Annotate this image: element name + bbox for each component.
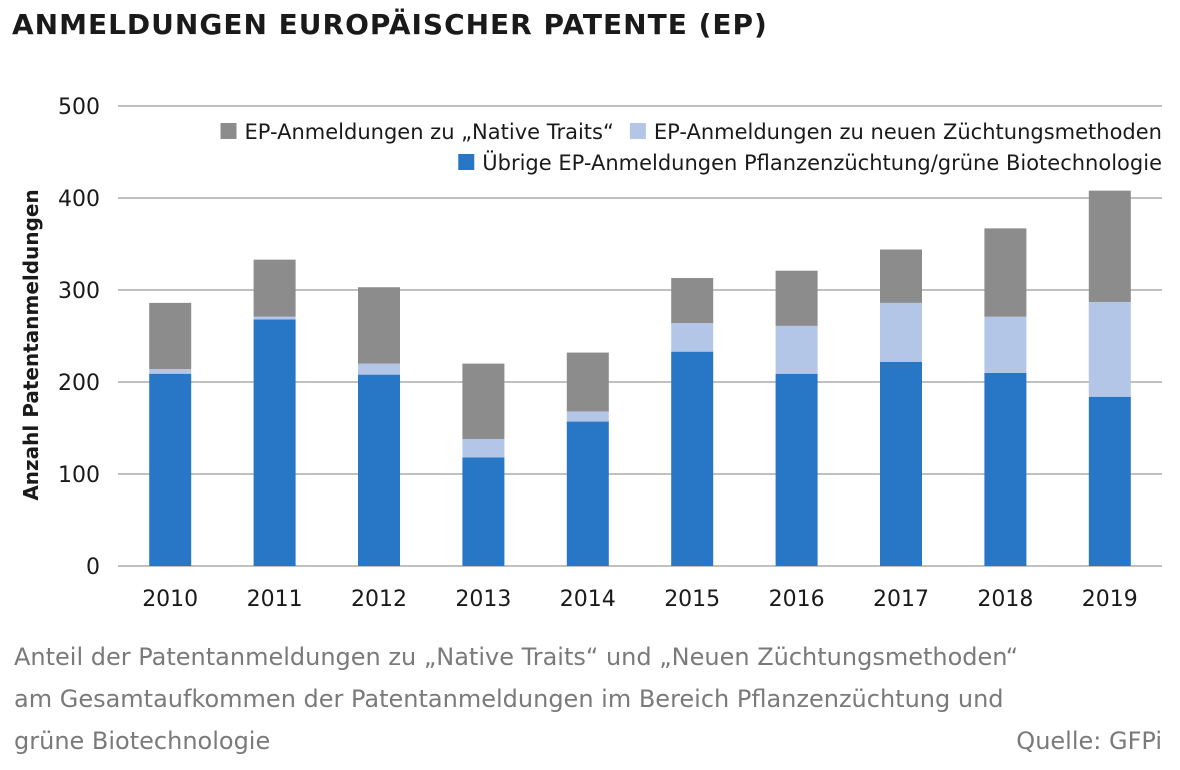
bar-segment-native-traits-2016 [775, 270, 818, 326]
legend-swatch [629, 123, 646, 139]
bar-segment-uebrige-2011 [253, 319, 296, 566]
x-tick-label: 2016 [769, 587, 825, 612]
y-tick-label: 0 [86, 555, 100, 580]
bar-segment-native-traits-2019 [1088, 190, 1131, 302]
bar-segment-neue-zuechtungsmethoden-2010 [149, 369, 192, 374]
x-tick-label: 2013 [455, 587, 511, 612]
chart-title: ANMELDUNGEN EUROPÄISCHER PATENTE (EP) [12, 8, 768, 41]
bar-segment-uebrige-2019 [1088, 396, 1131, 566]
y-tick-label: 300 [58, 279, 100, 304]
legend-label: EP-Anmeldungen zu „Native Traits“ [245, 120, 614, 144]
bar-segment-uebrige-2016 [775, 373, 818, 566]
bar-segment-neue-zuechtungsmethoden-2016 [775, 325, 818, 374]
x-tick-label: 2012 [351, 587, 407, 612]
y-tick-label: 200 [58, 371, 100, 396]
bar-segment-native-traits-2018 [984, 228, 1027, 317]
bar-segment-uebrige-2013 [462, 457, 505, 566]
bar-segment-native-traits-2011 [253, 259, 296, 317]
bar-segment-neue-zuechtungsmethoden-2013 [462, 439, 505, 458]
bar-segment-uebrige-2015 [671, 351, 714, 566]
bar-segment-native-traits-2013 [462, 363, 505, 440]
x-tick-label: 2014 [560, 587, 616, 612]
bar-segment-uebrige-2012 [358, 374, 400, 566]
bar-segment-uebrige-2018 [984, 372, 1027, 566]
x-tick-label: 2018 [977, 587, 1033, 612]
legend-label: EP-Anmeldungen zu neuen Züchtungsmethode… [654, 120, 1162, 144]
x-tick-label: 2010 [142, 587, 198, 612]
bar-segment-neue-zuechtungsmethoden-2012 [358, 363, 400, 375]
bar-segment-neue-zuechtungsmethoden-2015 [671, 323, 714, 352]
caption-line-3: grüne Biotechnologie [14, 727, 271, 755]
x-tick-labels: 2010 2011 2012 2013 2014 2015 2016 2017 2018 2019 [142, 587, 1138, 612]
bar-segment-native-traits-2015 [671, 278, 714, 324]
y-tick-label: 500 [58, 95, 100, 120]
bar-segment-native-traits-2014 [566, 352, 609, 412]
legend-swatch [220, 123, 237, 139]
y-axis-label: Anzahl Patentanmeldungen [19, 189, 43, 500]
legend-label: Übrige EP-Anmeldungen Pflanzenzüchtung/g… [482, 150, 1162, 175]
bar-segment-neue-zuechtungsmethoden-2011 [253, 316, 296, 320]
bar-segment-neue-zuechtungsmethoden-2014 [566, 411, 609, 422]
bar-segment-native-traits-2017 [880, 249, 922, 303]
x-tick-label: 2011 [247, 587, 303, 612]
bar-segment-native-traits-2010 [149, 302, 192, 370]
y-tick-labels: 0 100 200 300 400 500 [58, 95, 100, 580]
x-tick-label: 2019 [1082, 587, 1138, 612]
x-tick-label: 2017 [873, 587, 929, 612]
bar-stacks [149, 190, 1131, 566]
bar-segment-neue-zuechtungsmethoden-2019 [1088, 301, 1131, 397]
bar-segment-uebrige-2014 [566, 421, 609, 566]
bar-segment-uebrige-2017 [880, 361, 922, 566]
bar-segment-uebrige-2010 [149, 373, 192, 566]
source-note: Quelle: GFPi [1016, 727, 1162, 755]
x-tick-label: 2015 [664, 587, 720, 612]
bar-segment-neue-zuechtungsmethoden-2017 [880, 302, 922, 362]
bar-segment-native-traits-2012 [358, 287, 400, 364]
caption-line-2: am Gesamtaufkommen der Patentanmeldungen… [14, 685, 1004, 713]
y-tick-label: 100 [58, 463, 100, 488]
legend: EP-Anmeldungen zu neuen Züchtungsmethode… [220, 120, 1162, 175]
bar-segment-neue-zuechtungsmethoden-2018 [984, 316, 1027, 373]
y-tick-label: 400 [58, 187, 100, 212]
caption-line-1: Anteil der Patentanmeldungen zu „Native … [14, 643, 1019, 671]
legend-swatch [458, 154, 475, 170]
